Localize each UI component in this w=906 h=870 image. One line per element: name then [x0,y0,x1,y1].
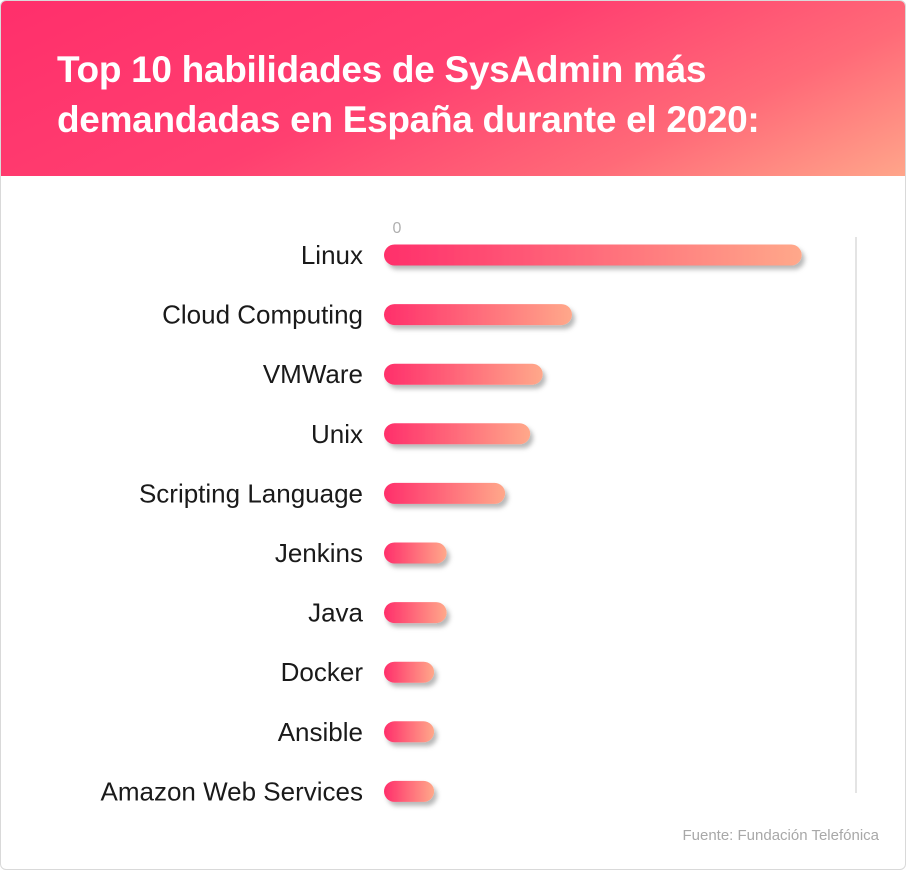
bar-unix [384,423,531,445]
bar-linux [384,244,802,266]
category-label: VMWare [263,359,363,389]
bar-java [384,602,447,624]
category-label: Cloud Computing [162,300,363,330]
bar-jenkins [384,542,447,564]
source-note: Fuente: Fundación Telefónica [682,827,879,844]
x-tick-label: 0 [393,220,402,237]
category-label: Ansible [278,717,363,747]
bar-ansible [384,721,435,743]
category-label: Scripting Language [139,478,363,508]
category-label: Amazon Web Services [100,776,363,806]
category-label: Docker [281,657,364,687]
bar-docker [384,661,435,683]
bar-vmware [384,363,543,385]
category-label: Linux [301,240,363,270]
bar-amazon-web-services [384,780,435,802]
category-label: Jenkins [275,538,363,568]
chart-title: Top 10 habilidades de SysAdmin más deman… [57,49,760,140]
bar-scripting-language [384,482,506,504]
bar-cloud-computing [384,304,572,326]
category-label: Java [308,598,363,628]
header-banner: Top 10 habilidades de SysAdmin más deman… [1,1,905,176]
category-label: Unix [311,419,363,449]
